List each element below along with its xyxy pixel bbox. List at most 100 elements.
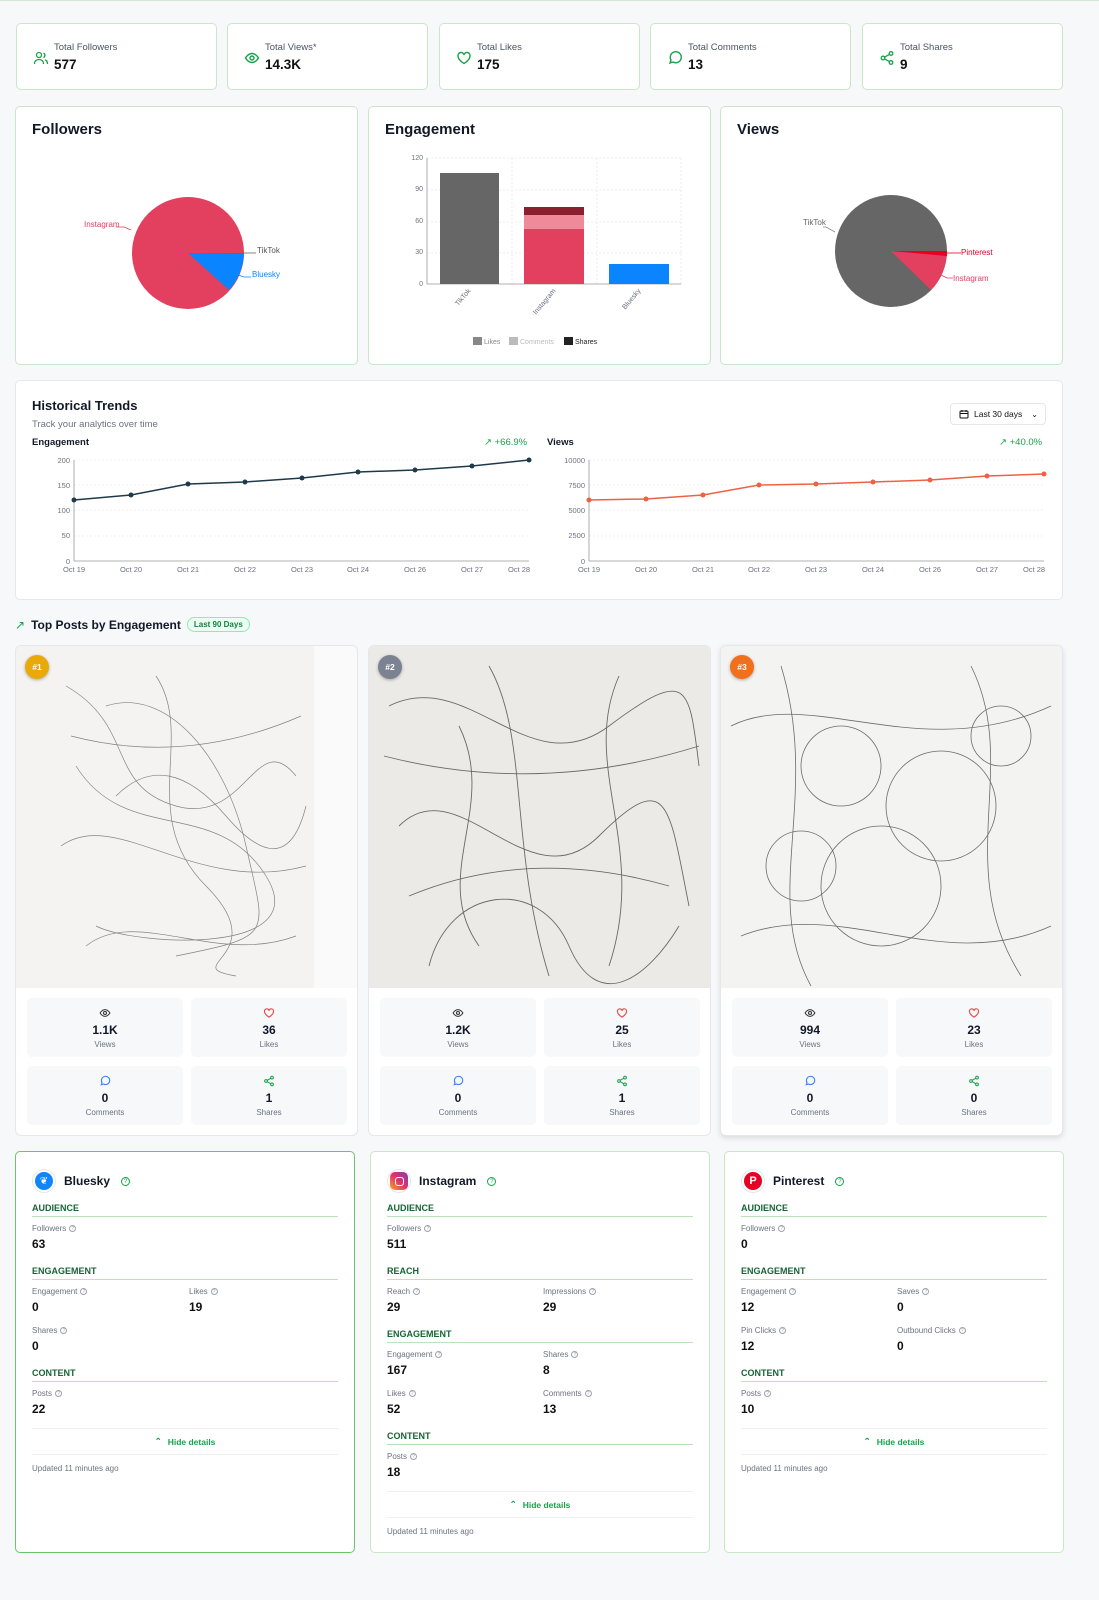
- stat-value: 9: [900, 57, 908, 72]
- updated-time: Updated 11 minutes ago: [741, 1464, 828, 1473]
- svg-text:0: 0: [419, 281, 423, 288]
- svg-text:30: 30: [415, 249, 423, 256]
- section-audience: AUDIENCE: [387, 1203, 693, 1217]
- help-icon[interactable]: ?: [55, 1390, 63, 1398]
- field-engagement: Engagement? 0: [32, 1287, 88, 1314]
- engagement-bar-chart: 0 30 60 90 120 TikTok Instagram Bluesky …: [411, 155, 682, 346]
- svg-text:TikTok: TikTok: [454, 287, 473, 307]
- help-icon[interactable]: ?: [80, 1288, 88, 1296]
- svg-text:100: 100: [57, 506, 70, 515]
- help-icon[interactable]: ?: [121, 1176, 131, 1186]
- hide-details-button[interactable]: ⌃ Hide details: [387, 1491, 693, 1518]
- help-icon[interactable]: ?: [589, 1288, 597, 1296]
- field-shares: Shares? 0: [32, 1326, 68, 1353]
- eye-icon: [452, 1009, 464, 1017]
- svg-text:5000: 5000: [568, 506, 585, 515]
- platform-name: Instagram: [419, 1174, 477, 1188]
- heart-icon: [457, 51, 471, 65]
- help-icon[interactable]: ?: [789, 1288, 797, 1296]
- field-engagement: Engagement? 12: [741, 1287, 797, 1314]
- field-outbound-clicks: Outbound Clicks? 0: [897, 1326, 966, 1353]
- shares-metric: 0 Shares: [896, 1066, 1052, 1125]
- instagram-logo-icon: [387, 1169, 411, 1193]
- heart-icon: [263, 1008, 275, 1018]
- hide-details-button[interactable]: ⌃ Hide details: [32, 1428, 338, 1455]
- date-range-label: Last 30 days: [974, 409, 1023, 419]
- help-icon[interactable]: ?: [764, 1390, 772, 1398]
- svg-text:Oct 22: Oct 22: [234, 565, 256, 574]
- svg-text:TikTok: TikTok: [257, 246, 281, 255]
- calendar-icon: [959, 410, 969, 419]
- comments-metric: 0 Comments: [380, 1066, 536, 1125]
- comment-icon: [805, 1075, 816, 1086]
- section-title: Historical Trends: [32, 398, 138, 413]
- bluesky-logo-icon: ❦: [32, 1169, 56, 1193]
- help-icon[interactable]: ?: [69, 1225, 77, 1233]
- top-post-card[interactable]: #2 1.2K Views 25 Likes 0 Comments 1 Shares: [368, 645, 711, 1136]
- help-icon[interactable]: ?: [779, 1327, 787, 1335]
- top-divider: [0, 0, 1099, 1]
- field-saves: Saves? 0: [897, 1287, 930, 1314]
- post-image: [16, 646, 357, 988]
- post-image: [721, 646, 1062, 988]
- svg-text:50: 50: [62, 531, 70, 540]
- date-range-select[interactable]: Last 30 days ⌄: [950, 403, 1046, 425]
- share-icon: [264, 1075, 274, 1087]
- comment-icon: [453, 1075, 464, 1086]
- section-content: CONTENT: [387, 1431, 693, 1445]
- hide-details-button[interactable]: ⌃ Hide details: [741, 1428, 1047, 1455]
- section-subtitle: Track your analytics over time: [32, 419, 158, 430]
- likes-metric: 36 Likes: [191, 998, 347, 1057]
- rank-badge: #3: [730, 655, 754, 679]
- updated-time: Updated 11 minutes ago: [387, 1527, 474, 1536]
- field-likes: Likes? 19: [189, 1287, 218, 1314]
- help-icon[interactable]: ?: [413, 1288, 421, 1296]
- chevron-up-icon: ⌃: [509, 1499, 517, 1509]
- help-icon[interactable]: ?: [571, 1351, 579, 1359]
- top-post-card[interactable]: #1 1.1K Views 36 Likes 0 Comments 1 Shares: [15, 645, 358, 1136]
- users-icon: [33, 51, 49, 65]
- help-icon[interactable]: ?: [584, 1390, 592, 1398]
- svg-text:TikTok: TikTok: [803, 218, 827, 227]
- help-icon[interactable]: ?: [424, 1225, 432, 1233]
- help-icon[interactable]: ?: [835, 1176, 845, 1186]
- views-metric: 1.1K Views: [27, 998, 183, 1057]
- section-engagement: ENGAGEMENT: [387, 1329, 693, 1343]
- views-delta: ↗ +40.0%: [999, 437, 1043, 448]
- help-icon[interactable]: ?: [408, 1390, 416, 1398]
- engagement-trend-label: Engagement: [32, 437, 90, 448]
- field-comments: Comments? 13: [543, 1389, 592, 1416]
- top-post-card[interactable]: #3 994 Views 23 Likes 0 Comments 0 Shares: [720, 645, 1063, 1136]
- views-metric: 994 Views: [732, 998, 888, 1057]
- help-icon[interactable]: ?: [778, 1225, 786, 1233]
- svg-text:Oct 22: Oct 22: [748, 565, 770, 574]
- trend-line-charts: 0 50 100 150 200 Oct 19 Oct 20 Oct 21 Oct 2…: [57, 456, 1047, 574]
- post-image: [369, 646, 710, 988]
- top-posts-header: ↗ Top Posts by Engagement Last 90 Days: [15, 617, 250, 632]
- help-icon[interactable]: ?: [922, 1288, 930, 1296]
- help-icon[interactable]: ?: [487, 1176, 497, 1186]
- field-posts: Posts? 18: [387, 1452, 418, 1479]
- svg-text:Oct 21: Oct 21: [177, 565, 199, 574]
- svg-text:7500: 7500: [568, 481, 585, 490]
- help-icon[interactable]: ?: [410, 1453, 418, 1461]
- shares-metric: 1 Shares: [191, 1066, 347, 1125]
- help-icon[interactable]: ?: [435, 1351, 443, 1359]
- help-icon[interactable]: ?: [958, 1327, 966, 1335]
- field-reach: Reach? 29: [387, 1287, 421, 1314]
- pinterest-logo-icon: P: [741, 1169, 765, 1193]
- heart-icon: [616, 1008, 628, 1018]
- views-trend-label: Views: [547, 437, 574, 448]
- help-icon[interactable]: ?: [60, 1327, 68, 1335]
- chart-title: Views: [737, 121, 780, 138]
- help-icon[interactable]: ?: [210, 1288, 218, 1296]
- stat-total-shares: Total Shares 9: [862, 23, 1063, 90]
- svg-text:Shares: Shares: [575, 339, 598, 346]
- views-pie-chart: TikTok Pinterest Instagram: [803, 195, 993, 307]
- eye-icon: [804, 1009, 816, 1017]
- section-engagement: ENGAGEMENT: [741, 1266, 1047, 1280]
- svg-text:200: 200: [57, 456, 70, 465]
- svg-text:Bluesky: Bluesky: [621, 287, 642, 311]
- stat-label: Total Followers: [54, 42, 118, 53]
- followers-pie-chart: Instagram TikTok Bluesky: [84, 197, 281, 309]
